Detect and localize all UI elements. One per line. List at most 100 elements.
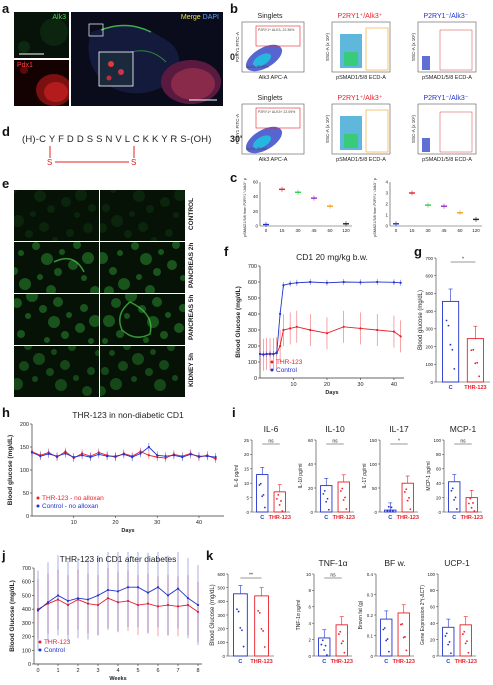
y-tick-label: 200	[22, 635, 31, 641]
y-tick-label: 200	[248, 344, 257, 350]
data-point	[156, 586, 160, 589]
category-label: C	[384, 659, 388, 665]
panel-g-label: g	[414, 244, 422, 259]
y-tick-label: 0	[246, 510, 249, 515]
data-point	[474, 362, 477, 365]
category-label: C	[322, 659, 326, 665]
y-tick-label: 20	[253, 209, 259, 214]
category-label: THR-123	[269, 515, 291, 521]
gate-box	[439, 29, 473, 71]
y-tick-label: 5	[246, 495, 249, 500]
y-tick-label: 100	[217, 640, 225, 645]
data-point	[455, 508, 458, 510]
data-point	[260, 628, 263, 630]
y-tick-label: 40	[308, 462, 314, 467]
y-tick-label: 500	[22, 593, 31, 599]
y-tick-label: 40	[253, 194, 259, 199]
tissue-image	[14, 242, 99, 293]
data-point	[447, 324, 450, 327]
bar	[337, 481, 350, 513]
y-tick-label: 700	[248, 264, 257, 270]
merge-label: Merge	[180, 14, 201, 21]
neg-population-label: P2RY1⁻/Alk3⁻	[423, 13, 468, 20]
y-tick-label: 4	[385, 180, 388, 185]
y-tick-label: 1	[385, 213, 388, 218]
data-point	[36, 609, 40, 612]
data-point	[147, 454, 150, 457]
peptide-sequence: (H)-C Y F D D S S N V L C K K Y R S-(OH)	[22, 134, 212, 145]
y-tick-label: 300	[248, 328, 257, 334]
y-tick-label: 0	[255, 224, 258, 229]
y-tick-label: 100	[20, 468, 29, 474]
y-tick-label: 20	[436, 495, 442, 500]
data-point	[321, 639, 324, 642]
data-point	[55, 455, 59, 458]
data-point	[470, 506, 473, 509]
gate-box	[255, 107, 301, 129]
tissue-image	[14, 190, 99, 241]
singlets-label: Singlets	[258, 13, 283, 20]
cell-density-core	[344, 134, 358, 148]
data-point	[470, 349, 473, 352]
y-tick-label: 700	[22, 566, 31, 572]
y-tick-label: 20	[308, 486, 314, 491]
panel-j-chart: THR-123 in CD1 after diabetes01002003004…	[9, 552, 202, 682]
y-tick-label: 0	[28, 662, 31, 668]
chart-title: THR-123 in non-diabetic CD1	[72, 410, 184, 420]
x-axis-label: Weeks	[109, 676, 126, 682]
data-point	[96, 594, 100, 597]
time-label: 30'	[230, 134, 242, 144]
cell-density-cloud	[422, 56, 430, 70]
data-point	[237, 610, 240, 613]
data-point	[322, 492, 325, 495]
y-tick-label: 100	[248, 360, 257, 366]
cell-density-core	[252, 135, 272, 149]
data-point	[242, 645, 245, 648]
data-point	[406, 499, 409, 502]
data-point	[341, 487, 344, 490]
gate-label: ALK3- 20.6%	[246, 147, 267, 151]
axis-label: SSC-A (x 10⁶)	[325, 32, 330, 61]
y-tick-label: 600	[22, 580, 31, 586]
y-tick-label: 400	[425, 309, 433, 314]
data-point	[97, 453, 100, 456]
dapi-label: DAPI	[202, 14, 219, 21]
data-point	[392, 330, 396, 333]
data-point	[262, 630, 264, 632]
data-point	[181, 456, 184, 459]
data-point	[451, 348, 454, 351]
alk3-label: Alk3	[52, 14, 66, 21]
cell-density-cloud	[422, 138, 430, 152]
data-point	[265, 352, 268, 356]
data-point	[376, 328, 379, 332]
y-tick-label: 400	[248, 312, 257, 318]
singlets-label: Singlets	[258, 95, 283, 102]
x-tick-label: 4	[116, 668, 119, 674]
y-tick-label: 200	[425, 344, 433, 349]
x-tick-label: 0	[36, 668, 39, 674]
pdx1-label: Pdx1	[17, 62, 33, 69]
data-point	[268, 352, 272, 355]
data-point	[342, 325, 345, 328]
merge-image: Merge DAPI	[71, 12, 223, 106]
data-point	[454, 496, 457, 499]
panel-f-chart: CD1 20 mg/kg b.w. 0 100 200 300 400 500 600 700 1…	[235, 252, 404, 396]
axis-label: % of pSMAD1/5/8 from P2RY1⁻/Alk3⁻ popula…	[373, 178, 377, 238]
y-tick-label: 80	[430, 588, 436, 593]
data-point	[116, 590, 120, 593]
panel-h-label: h	[2, 405, 10, 420]
x-tick-label: 0	[395, 228, 398, 233]
data-point	[327, 508, 330, 511]
y-axis-label: Blood glucose (mg/dL)	[7, 435, 14, 505]
x-tick-label: 2	[76, 668, 79, 674]
data-point	[72, 456, 75, 459]
y-axis-label: Brown fat (g)	[358, 600, 364, 629]
bar	[335, 624, 348, 657]
panel-h-chart: THR-123 in non-diabetic CD1 0 50 100 150 200 1…	[7, 410, 224, 534]
data-point	[402, 636, 405, 639]
x-tick-label: 20	[112, 520, 118, 526]
significance-label: ns	[268, 439, 274, 445]
y-tick-label: 8	[308, 588, 311, 593]
y-tick-label: 100	[433, 438, 441, 443]
data-point	[278, 344, 282, 348]
